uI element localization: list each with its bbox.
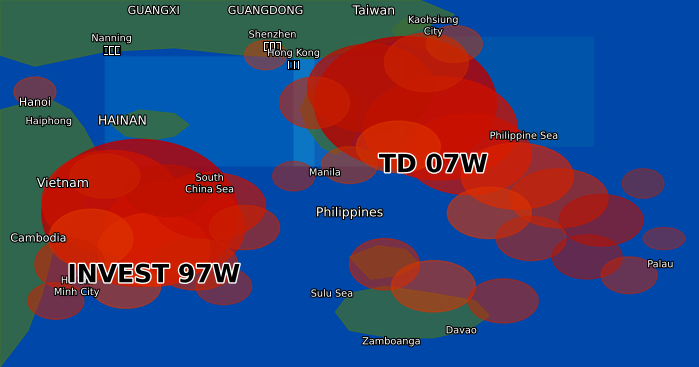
Text: INVEST 97W: INVEST 97W	[68, 263, 240, 287]
Polygon shape	[0, 99, 98, 367]
Ellipse shape	[363, 77, 517, 180]
Text: Manila: Manila	[309, 167, 341, 178]
Ellipse shape	[447, 187, 531, 239]
Text: Palau: Palau	[647, 259, 674, 269]
Ellipse shape	[601, 257, 657, 294]
Ellipse shape	[510, 169, 608, 228]
Ellipse shape	[210, 206, 280, 250]
Ellipse shape	[496, 217, 566, 261]
Ellipse shape	[14, 77, 56, 106]
Polygon shape	[0, 0, 454, 66]
Ellipse shape	[384, 33, 468, 92]
Text: Hanoi: Hanoi	[19, 98, 51, 108]
Ellipse shape	[105, 180, 245, 275]
Ellipse shape	[70, 154, 140, 198]
Ellipse shape	[154, 172, 266, 239]
Ellipse shape	[126, 165, 210, 217]
Ellipse shape	[468, 279, 538, 323]
Ellipse shape	[308, 44, 433, 132]
Ellipse shape	[98, 213, 210, 286]
Ellipse shape	[49, 209, 133, 268]
Ellipse shape	[154, 239, 238, 290]
Ellipse shape	[42, 139, 238, 286]
Ellipse shape	[245, 40, 287, 70]
Polygon shape	[301, 84, 363, 154]
Ellipse shape	[35, 239, 105, 290]
Ellipse shape	[622, 169, 664, 198]
Text: Ho Chi
Minh City: Ho Chi Minh City	[54, 276, 100, 297]
Text: Philippine Sea: Philippine Sea	[489, 131, 559, 141]
Text: Sulu Sea: Sulu Sea	[311, 288, 353, 299]
Text: TD 07W: TD 07W	[379, 153, 488, 177]
Text: Davao: Davao	[446, 325, 477, 335]
Text: Vietnam: Vietnam	[37, 177, 89, 190]
Text: Taiwan: Taiwan	[352, 4, 396, 18]
Text: GUANGDONG: GUANGDONG	[228, 6, 303, 16]
Text: GUANGXI: GUANGXI	[128, 6, 180, 16]
Ellipse shape	[356, 121, 440, 172]
Ellipse shape	[315, 37, 496, 169]
Polygon shape	[391, 18, 440, 51]
Ellipse shape	[91, 264, 161, 308]
Ellipse shape	[42, 150, 182, 253]
Ellipse shape	[552, 235, 622, 279]
Ellipse shape	[391, 261, 475, 312]
Ellipse shape	[350, 239, 419, 290]
Ellipse shape	[643, 228, 685, 250]
Ellipse shape	[405, 114, 531, 195]
Text: HAINAN: HAINAN	[98, 115, 147, 128]
Text: Cambodia: Cambodia	[10, 233, 66, 244]
Ellipse shape	[196, 268, 252, 305]
Text: Hong Kong
香港: Hong Kong 香港	[267, 48, 320, 69]
Text: Haiphong: Haiphong	[25, 116, 73, 126]
Polygon shape	[350, 246, 419, 279]
Polygon shape	[336, 286, 489, 338]
Ellipse shape	[273, 161, 315, 191]
Text: South
China Sea: South China Sea	[185, 173, 234, 194]
Ellipse shape	[280, 77, 350, 128]
Ellipse shape	[322, 147, 377, 184]
Text: Kaohsiung
City: Kaohsiung City	[408, 15, 459, 36]
Text: Shenzhen
深圳市: Shenzhen 深圳市	[249, 30, 296, 51]
Ellipse shape	[28, 283, 84, 319]
Ellipse shape	[461, 143, 573, 209]
Text: Nanning
南宁市: Nanning 南宁市	[92, 33, 132, 55]
Polygon shape	[112, 110, 189, 139]
Ellipse shape	[426, 26, 482, 62]
Text: Philippines: Philippines	[316, 206, 383, 219]
Ellipse shape	[559, 195, 643, 246]
Text: Zamboanga: Zamboanga	[362, 336, 421, 346]
